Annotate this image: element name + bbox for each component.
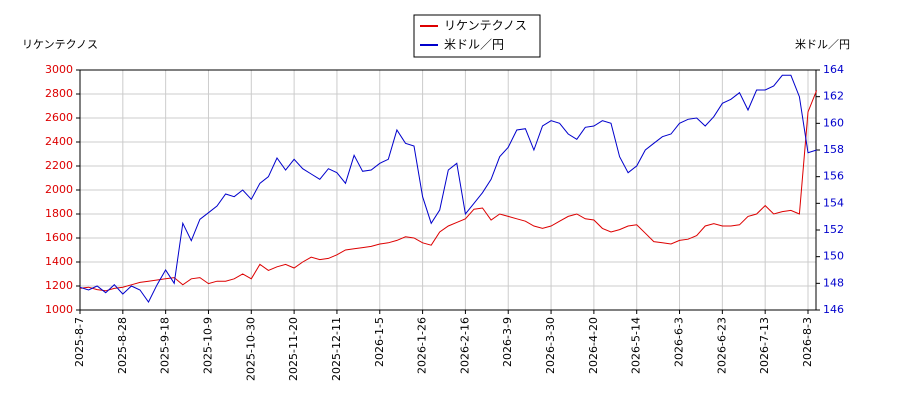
x-tick-label: 2025-8-28 bbox=[116, 317, 129, 374]
y-tick-label: 2600 bbox=[45, 111, 73, 124]
plot-frame bbox=[79, 69, 817, 311]
x-tick-label: 2025-9-18 bbox=[159, 317, 172, 374]
y2-tick-label: 162 bbox=[823, 90, 844, 103]
series-line bbox=[79, 74, 817, 303]
x-tick-label: 2026-7-13 bbox=[758, 317, 771, 374]
y-tick-label: 2800 bbox=[45, 87, 73, 100]
legend-box bbox=[413, 14, 541, 58]
y2-tick-label: 164 bbox=[823, 63, 844, 76]
y2-tick-label: 156 bbox=[823, 170, 844, 183]
y-tick-label: 2200 bbox=[45, 159, 73, 172]
x-tick-label: 2025-10-9 bbox=[201, 317, 214, 374]
y-tick-label: 1600 bbox=[45, 231, 73, 244]
x-tick-label: 2026-3-9 bbox=[501, 317, 514, 367]
x-tick-label: 2026-4-20 bbox=[587, 317, 600, 374]
x-tick-label: 2025-8-7 bbox=[73, 317, 86, 367]
y-tick-label: 2400 bbox=[45, 135, 73, 148]
y-tick-label: 1200 bbox=[45, 279, 73, 292]
x-tick-label: 2025-11-20 bbox=[287, 317, 300, 381]
y2-axis-title: 米ドル／円 bbox=[795, 38, 850, 51]
y2-tick-label: 152 bbox=[823, 223, 844, 236]
x-tick-label: 2026-8-3 bbox=[801, 317, 814, 367]
x-tick-label: 2026-6-3 bbox=[673, 317, 686, 367]
y-axis-title: リケンテクノス bbox=[22, 38, 98, 51]
y2-tick-label: 146 bbox=[823, 303, 844, 316]
y-tick-label: 2000 bbox=[45, 183, 73, 196]
x-tick-label: 2026-1-26 bbox=[416, 317, 429, 374]
x-tick-label: 2026-3-30 bbox=[544, 317, 557, 374]
legend-label: 米ドル／円 bbox=[444, 38, 504, 52]
x-tick-label: 2026-1-5 bbox=[373, 317, 386, 367]
x-tick-label: 2025-10-30 bbox=[244, 317, 257, 381]
x-tick-label: 2026-2-16 bbox=[458, 317, 471, 374]
legend-label: リケンテクノス bbox=[444, 19, 527, 33]
y-tick-label: 1800 bbox=[45, 207, 73, 220]
y2-tick-label: 148 bbox=[823, 276, 844, 289]
y-tick-label: 1400 bbox=[45, 255, 73, 268]
y2-tick-label: 160 bbox=[823, 116, 844, 129]
x-tick-label: 2025-12-11 bbox=[330, 317, 343, 381]
series-line bbox=[79, 90, 818, 292]
y2-tick-label: 150 bbox=[823, 250, 844, 263]
y-tick-label: 3000 bbox=[45, 63, 73, 76]
x-tick-label: 2026-6-23 bbox=[715, 317, 728, 374]
y2-tick-label: 154 bbox=[823, 196, 844, 209]
y2-tick-label: 158 bbox=[823, 143, 844, 156]
y-tick-label: 1000 bbox=[45, 303, 73, 316]
x-tick-label: 2026-5-14 bbox=[630, 317, 643, 374]
